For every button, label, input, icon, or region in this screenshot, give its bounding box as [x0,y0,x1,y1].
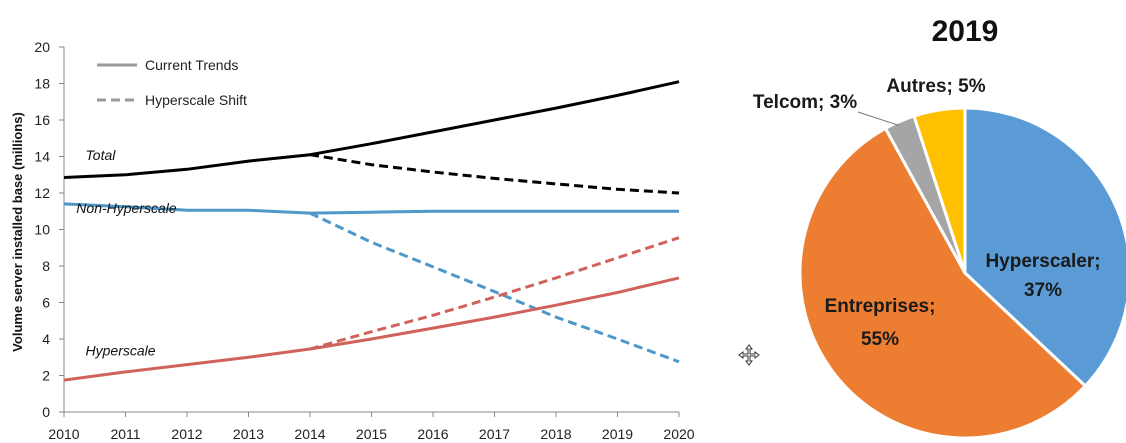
pie-labels: Hyperscaler; 37% Entreprises; 55% Telcom; 3%… [753,76,1101,350]
x-tick-label: 2019 [602,426,633,442]
legend-label-current-trends: Current Trends [145,57,238,73]
pie-label-telcom: Telcom; 3% [753,92,857,113]
series-line-hyperscale-current-trends [63,276,680,382]
move-cursor-icon [738,344,760,366]
y-tick-label: 10 [34,222,50,238]
pie-chart: 2019 Hyperscaler; 37% Entreprises; 55% Telco… [753,15,1126,440]
series-line-non-hyperscale-current-trends [63,202,679,215]
pie-label-hyperscaler: Hyperscaler; [985,251,1100,272]
y-tick-label: 12 [34,185,50,201]
x-tick-label: 2010 [48,426,79,442]
series-line-hyperscale-hyperscale-shift [309,236,680,351]
x-tick-label: 2017 [479,426,510,442]
x-tick-label: 2012 [171,426,202,442]
series-label-total: Total [86,147,117,163]
series-labels: Total Non-Hyperscale Hyperscale [76,147,177,358]
y-tick-label: 0 [42,404,50,420]
x-tick-label: 2018 [540,426,571,442]
series-label-non-hyperscale: Non-Hyperscale [76,200,177,216]
y-tick-label: 4 [42,331,50,347]
y-tick-label: 6 [42,295,50,311]
x-tick-label: 2020 [663,426,694,442]
pie-label-entreprises: Entreprises; [825,296,936,317]
x-tick-label: 2016 [417,426,448,442]
y-tick-label: 18 [34,76,50,92]
y-tick-label: 16 [34,112,50,128]
y-tick-label: 14 [34,149,50,165]
pie-label-autres: Autres; 5% [886,76,985,97]
pie-slice-autres [912,106,967,275]
y-tick-label: 8 [42,258,50,274]
x-tick-label: 2013 [233,426,264,442]
pie-leader-line-telcom [857,111,900,127]
pie-slices [798,106,1126,440]
pie-title: 2019 [932,15,999,48]
x-tick-label: 2015 [356,426,387,442]
pie-slice-entreprises [798,126,1087,440]
series-line-total-hyperscale-shift [309,153,680,195]
y-tick-labels: 0 2 4 6 8 10 12 14 16 18 20 [34,39,64,420]
pie-value-hyperscaler: 37% [1024,280,1062,301]
y-axis-label: Volume server installed base (millions) [10,112,25,352]
legend: Current Trends Hyperscale Shift [97,57,247,108]
series-line-non-hyperscale-hyperscale-shift [309,211,680,364]
series-label-hyperscale: Hyperscale [86,342,156,358]
line-chart: Volume server installed base (millions) … [10,39,695,442]
pie-slice-hyperscaler [963,106,1126,388]
legend-label-hyperscale-shift: Hyperscale Shift [145,92,247,108]
y-tick-label: 20 [34,39,50,55]
pie-value-entreprises: 55% [861,329,899,350]
series-lines [63,80,680,382]
x-tick-labels: 2010 2011 2012 2013 2014 2015 2016 2017 2018 2019… [48,412,695,442]
y-tick-label: 2 [42,368,50,384]
x-tick-label: 2014 [294,426,325,442]
x-tick-label: 2011 [110,426,140,442]
series-line-total-current-trends [63,80,680,179]
